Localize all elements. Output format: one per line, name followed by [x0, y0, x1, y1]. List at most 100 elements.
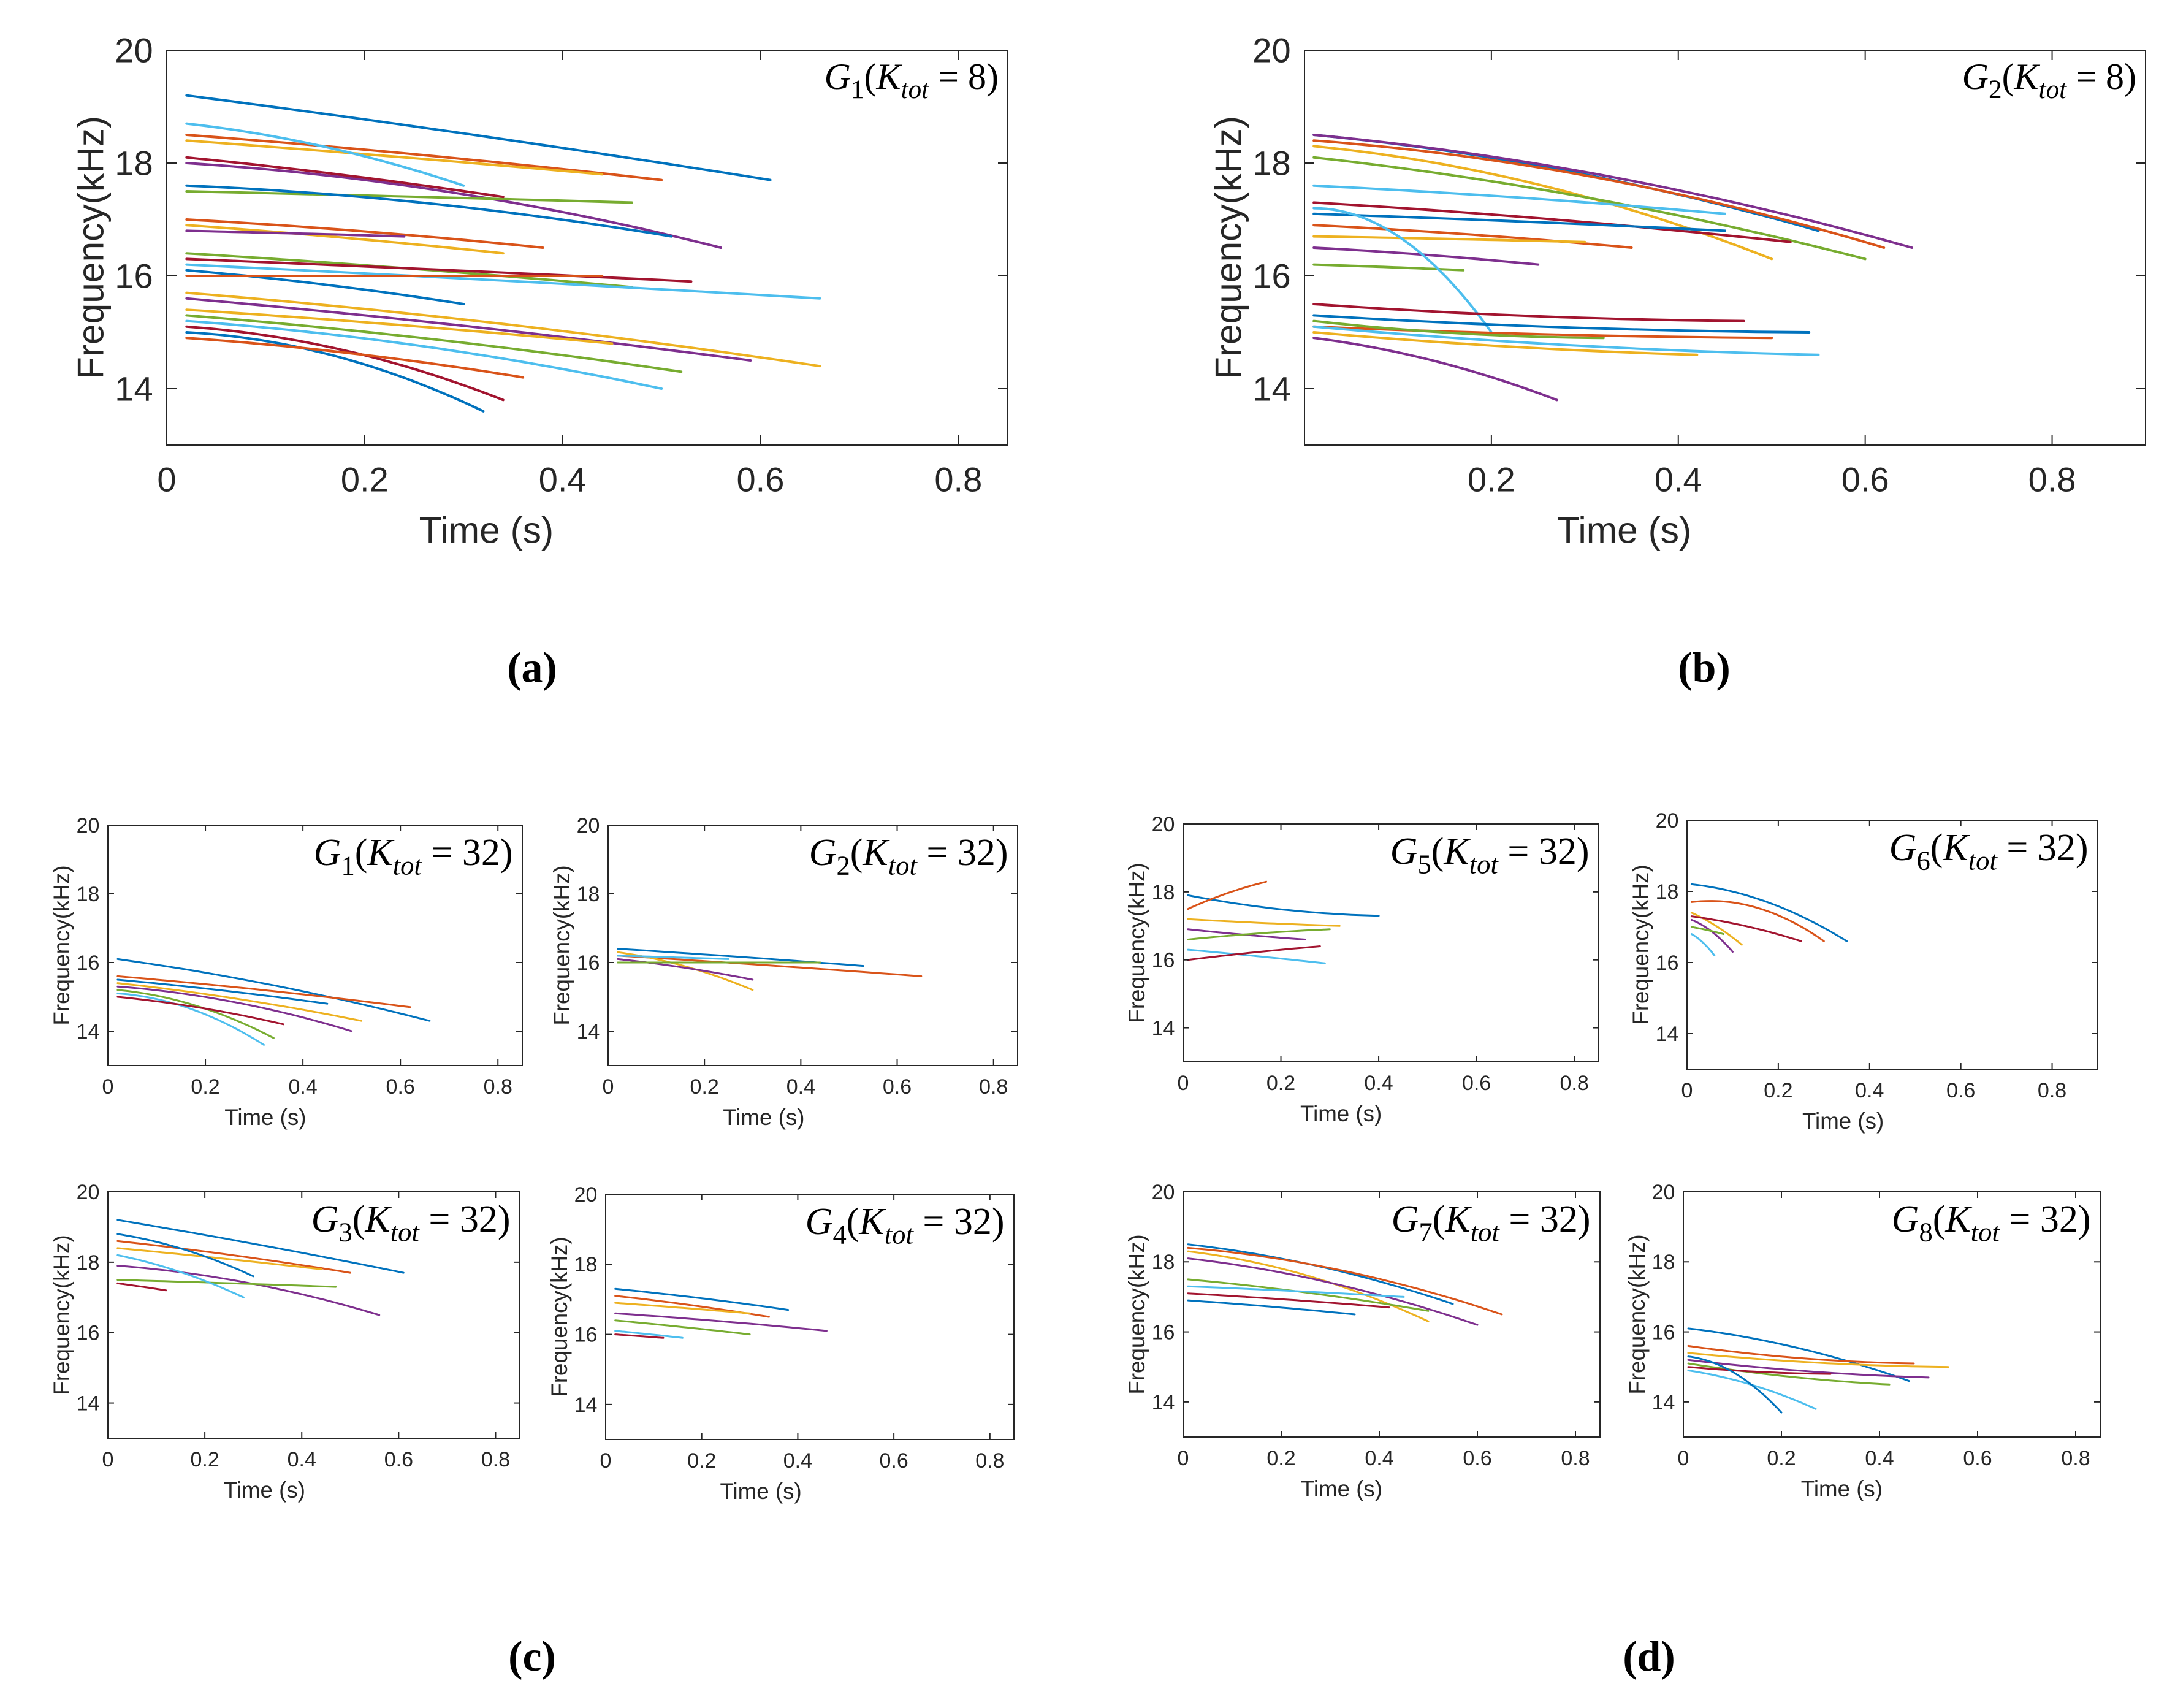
y-tick-label: 16 [1152, 949, 1175, 972]
series-line [185, 263, 821, 300]
series-line [1312, 201, 1792, 243]
x-tick-label: 0.6 [1946, 1079, 1975, 1102]
series-line [614, 1330, 684, 1339]
series-group [1187, 1243, 1503, 1326]
series-line [116, 1265, 381, 1316]
y-tick-label: 14 [1252, 370, 1290, 408]
series-line [1187, 1285, 1405, 1298]
x-tick-label: 0.6 [737, 460, 785, 499]
series-line [116, 1279, 337, 1288]
y-tick-label: 14 [1152, 1016, 1175, 1040]
y-tick-label: 20 [574, 1183, 598, 1207]
y-tick-label: 16 [115, 257, 153, 295]
y-axis-label: Frequency(kHz) [1207, 116, 1249, 379]
series-line [1187, 928, 1331, 940]
series-line [1312, 134, 1913, 249]
series-line [185, 190, 633, 204]
series-line [1187, 945, 1321, 961]
series-line [116, 992, 265, 1046]
x-tick-label: 0 [1178, 1447, 1189, 1470]
x-tick-label: 0.2 [1468, 460, 1515, 499]
series-line [1687, 1327, 1910, 1382]
x-axis-label: Time (s) [1557, 509, 1691, 551]
x-tick-label: 0.8 [2061, 1447, 2090, 1470]
y-tick-label: 20 [1152, 813, 1175, 836]
axes-box [1183, 1191, 1601, 1438]
x-tick-label: 0.2 [191, 1075, 219, 1099]
x-tick-label: 0 [1681, 1079, 1693, 1102]
axes-box [607, 825, 1018, 1066]
y-tick-label: 16 [574, 1323, 598, 1346]
series-line [1687, 1359, 1930, 1379]
series-line [614, 1312, 828, 1332]
x-tick-label: 0.4 [786, 1075, 815, 1099]
x-tick-label: 0.4 [539, 460, 587, 499]
y-tick-label: 18 [574, 1253, 598, 1276]
series-line [1187, 1278, 1430, 1312]
y-tick-label: 18 [1652, 1251, 1675, 1274]
series-line [185, 291, 821, 368]
x-tick-label: 0.4 [1865, 1447, 1894, 1470]
x-axis-label: Time (s) [224, 1105, 306, 1130]
x-tick-label: 0.4 [288, 1075, 317, 1099]
series-group [116, 958, 431, 1046]
chart-d8: 0 0.2 0.4 0.6 0.8 14 16 18 20 Time (s) Frequency(k… [1624, 1181, 2101, 1501]
axes-box [1683, 1191, 2101, 1438]
series-line [1312, 235, 1586, 243]
series-line [1312, 207, 1493, 334]
y-tick-label: 18 [1152, 1251, 1175, 1274]
series-line [1687, 1352, 1949, 1368]
chart-title: G4(Ktot = 32) [805, 1201, 1005, 1250]
series-line [185, 156, 505, 199]
series-line [1187, 1292, 1390, 1309]
axes-box [107, 825, 523, 1066]
y-tick-label: 16 [1656, 951, 1679, 975]
x-tick-label: 0 [600, 1449, 612, 1473]
x-tick-label: 0.2 [341, 460, 389, 499]
x-tick-label: 0.2 [1266, 1447, 1295, 1470]
x-tick-label: 0.4 [1655, 460, 1702, 499]
y-tick-label: 20 [1152, 1181, 1175, 1204]
chart-a: 0 0.2 0.4 0.6 0.8 14 16 18 20 Time (s) Frequency(k… [69, 31, 1008, 551]
x-axis-label: Time (s) [224, 1477, 305, 1503]
x-tick-label: 0 [1178, 1072, 1189, 1095]
y-tick-label: 14 [574, 1393, 598, 1417]
series-group [1187, 880, 1380, 964]
y-tick-label: 14 [77, 1392, 100, 1415]
series-line [614, 1333, 665, 1339]
series-line [1687, 1366, 1832, 1375]
chart-title: G3(Ktot = 32) [311, 1199, 511, 1248]
x-tick-label: 0.8 [975, 1449, 1004, 1473]
series-line [185, 308, 614, 345]
series-line [185, 331, 485, 413]
chart-title: G2(Ktot = 32) [809, 832, 1008, 881]
series-line [614, 1302, 751, 1314]
x-tick-label: 0.2 [687, 1449, 716, 1473]
series-line [1312, 325, 1820, 356]
x-tick-label: 0.6 [1841, 460, 1889, 499]
y-tick-label: 16 [1152, 1321, 1175, 1344]
x-tick-label: 0.4 [288, 1448, 316, 1471]
x-tick-label: 0.8 [979, 1075, 1008, 1099]
x-tick-label: 0.8 [484, 1075, 512, 1099]
series-line [1312, 184, 1726, 215]
series-line [116, 996, 284, 1026]
series-line [617, 955, 923, 977]
x-tick-label: 0.8 [2038, 1079, 2066, 1102]
series-line [1687, 1344, 1915, 1365]
series-line [614, 1319, 751, 1336]
series-line [116, 1282, 167, 1292]
series-line [185, 94, 772, 181]
series-line [1312, 303, 1745, 322]
series-line [1312, 212, 1726, 232]
series-line [116, 978, 329, 1005]
series-group [614, 1287, 828, 1339]
x-tick-label: 0.6 [1963, 1447, 1992, 1470]
y-axis-label: Frequency(kHz) [1624, 1234, 1650, 1394]
series-line [1187, 1257, 1479, 1326]
x-tick-label: 0.6 [879, 1449, 908, 1473]
series-line [1690, 926, 1725, 936]
x-tick-label: 0.4 [1855, 1079, 1884, 1102]
series-line [1312, 314, 1811, 334]
